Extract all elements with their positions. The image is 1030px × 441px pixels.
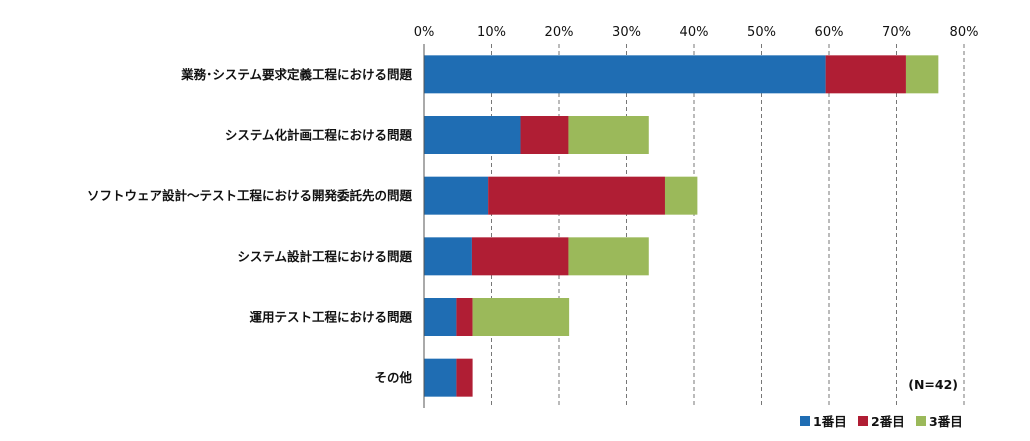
category-label: システム化計画工程における問題 — [225, 128, 413, 143]
category-label: その他 — [374, 370, 412, 385]
x-tick-label: 20% — [545, 25, 574, 40]
bar-segment — [905, 55, 939, 94]
bar-segment — [664, 176, 698, 215]
legend-label: 3番目 — [929, 414, 963, 429]
bar-segment — [568, 237, 649, 276]
legend-label: 2番目 — [871, 414, 905, 429]
legend-swatch — [800, 416, 810, 426]
x-tick-label: 60% — [815, 25, 844, 40]
x-tick-label: 0% — [414, 25, 435, 40]
bar-segment — [424, 358, 457, 397]
bar-segment — [568, 116, 649, 154]
legend-swatch — [858, 416, 868, 426]
bar-segment — [488, 176, 665, 215]
category-label: システム設計工程における問題 — [237, 249, 412, 264]
x-tick-label: 10% — [477, 25, 506, 40]
bar-segment — [424, 237, 472, 276]
x-axis-ticks: 0% 10% 20% 30% 40% 50% 60% 70% 80% — [414, 25, 979, 40]
x-tick-label: 50% — [747, 25, 776, 40]
bar-segment — [424, 176, 489, 215]
bar-segment — [471, 237, 569, 276]
sample-size-note: (N=42) — [908, 377, 958, 392]
category-labels: 業務･システム要求定義工程における問題システム化計画工程における問題ソフトウェア… — [87, 67, 413, 385]
bar-segment — [424, 55, 826, 94]
bar-segment — [825, 55, 906, 94]
x-tick-label: 70% — [882, 25, 911, 40]
bars — [424, 55, 939, 397]
x-tick-label: 80% — [950, 25, 979, 40]
x-tick-label: 30% — [612, 25, 641, 40]
legend-swatch — [916, 416, 926, 426]
category-label: ソフトウェア設計～テスト工程における開発委託先の問題 — [87, 188, 413, 203]
category-label: 運用テスト工程における問題 — [249, 310, 412, 325]
bar-segment — [456, 358, 473, 397]
bar-segment — [520, 116, 569, 154]
legend: 1番目 2番目 3番目 — [800, 414, 963, 429]
legend-label: 1番目 — [813, 414, 847, 429]
bar-segment — [424, 116, 521, 154]
x-tick-label: 40% — [680, 25, 709, 40]
bar-segment — [456, 298, 473, 336]
category-label: 業務･システム要求定義工程における問題 — [180, 67, 412, 82]
bar-segment — [472, 298, 570, 336]
grid-lines — [491, 44, 965, 408]
bar-segment — [424, 298, 457, 336]
